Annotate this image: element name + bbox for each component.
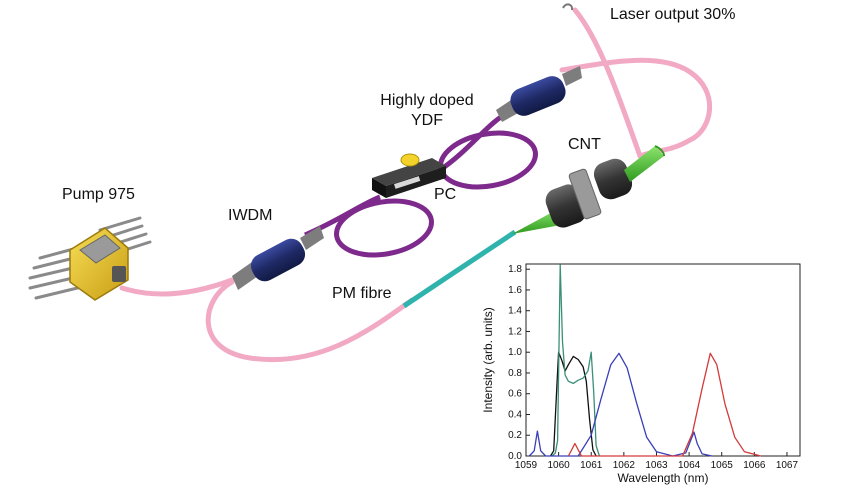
- fibre-top-right: [559, 57, 712, 159]
- label-laser-output: Laser output 30%: [610, 6, 736, 23]
- x-tick-label: 1060: [547, 460, 570, 471]
- y-tick-label: 1.6: [508, 285, 522, 296]
- y-tick-label: 0.6: [508, 389, 522, 400]
- fibre-loop: [119, 7, 712, 363]
- y-tick-label: 0.0: [508, 451, 522, 462]
- y-tick-label: 1.0: [508, 347, 522, 358]
- plot-frame: [525, 263, 801, 457]
- x-tick-label: 1062: [613, 460, 636, 471]
- label-iwdm: IWDM: [228, 207, 273, 224]
- x-axis-title: Wavelength (nm): [618, 471, 709, 485]
- pump-diode: [28, 216, 152, 301]
- fibre-lower-left: [205, 279, 415, 363]
- label-cnt: CNT: [568, 136, 601, 153]
- label-highly-doped: Highly doped: [380, 92, 474, 109]
- y-tick-label: 1.8: [508, 264, 522, 275]
- output-fibre-end: [562, 3, 574, 11]
- x-tick-label: 1063: [645, 460, 668, 471]
- cnt-assembly: [512, 145, 665, 234]
- fibre-pump-to-iwdm: [119, 277, 235, 297]
- series-line-4: [567, 352, 762, 457]
- spectrum-chart: 1059 1060 1061 1062 1063 1064 1065 1066 1067 0.0 0…: [481, 263, 801, 485]
- series-line-1: [549, 351, 597, 457]
- iwdm-coupler: [232, 226, 324, 290]
- y-tick-label: 0.8: [508, 368, 522, 379]
- pm-fibre: [402, 229, 517, 309]
- series-line-3: [528, 352, 713, 457]
- output-coupler: [496, 66, 582, 122]
- x-tick-label: 1061: [580, 460, 603, 471]
- x-tick-label: 1064: [678, 460, 701, 471]
- series-line-2: [551, 264, 601, 457]
- x-tick-label: 1067: [776, 460, 799, 471]
- x-tick-label: 1059: [515, 460, 538, 471]
- y-tick-label: 0.2: [508, 430, 522, 441]
- x-tick-label: 1065: [711, 460, 734, 471]
- y-tick-label: 0.4: [508, 409, 522, 420]
- x-tick-label: 1066: [743, 460, 766, 471]
- label-ydf: YDF: [411, 112, 443, 129]
- fibre-output: [572, 7, 643, 159]
- pc-box: [372, 153, 446, 198]
- y-tick-label: 1.2: [508, 326, 522, 337]
- label-pm-fibre: PM fibre: [332, 285, 392, 302]
- label-pump: Pump 975: [62, 186, 135, 203]
- y-tick-label: 1.4: [508, 306, 522, 317]
- label-pc: PC: [434, 186, 457, 203]
- y-axis-title: Intensity (arb. units): [481, 307, 495, 412]
